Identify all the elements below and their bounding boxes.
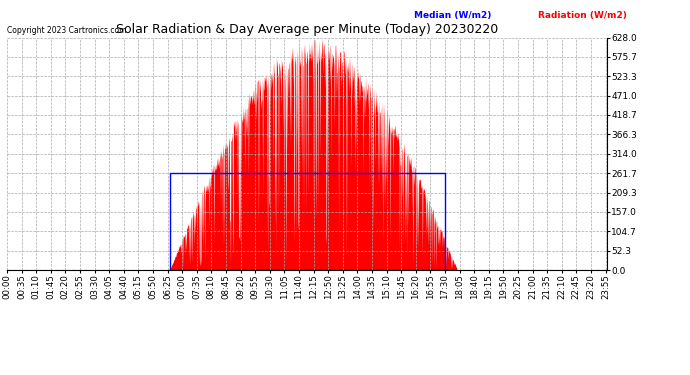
Text: Radiation (W/m2): Radiation (W/m2) <box>538 11 627 20</box>
Text: Median (W/m2): Median (W/m2) <box>414 11 491 20</box>
Title: Solar Radiation & Day Average per Minute (Today) 20230220: Solar Radiation & Day Average per Minute… <box>116 23 498 36</box>
Text: Copyright 2023 Cartronics.com: Copyright 2023 Cartronics.com <box>7 26 126 35</box>
Bar <box>170 173 445 270</box>
